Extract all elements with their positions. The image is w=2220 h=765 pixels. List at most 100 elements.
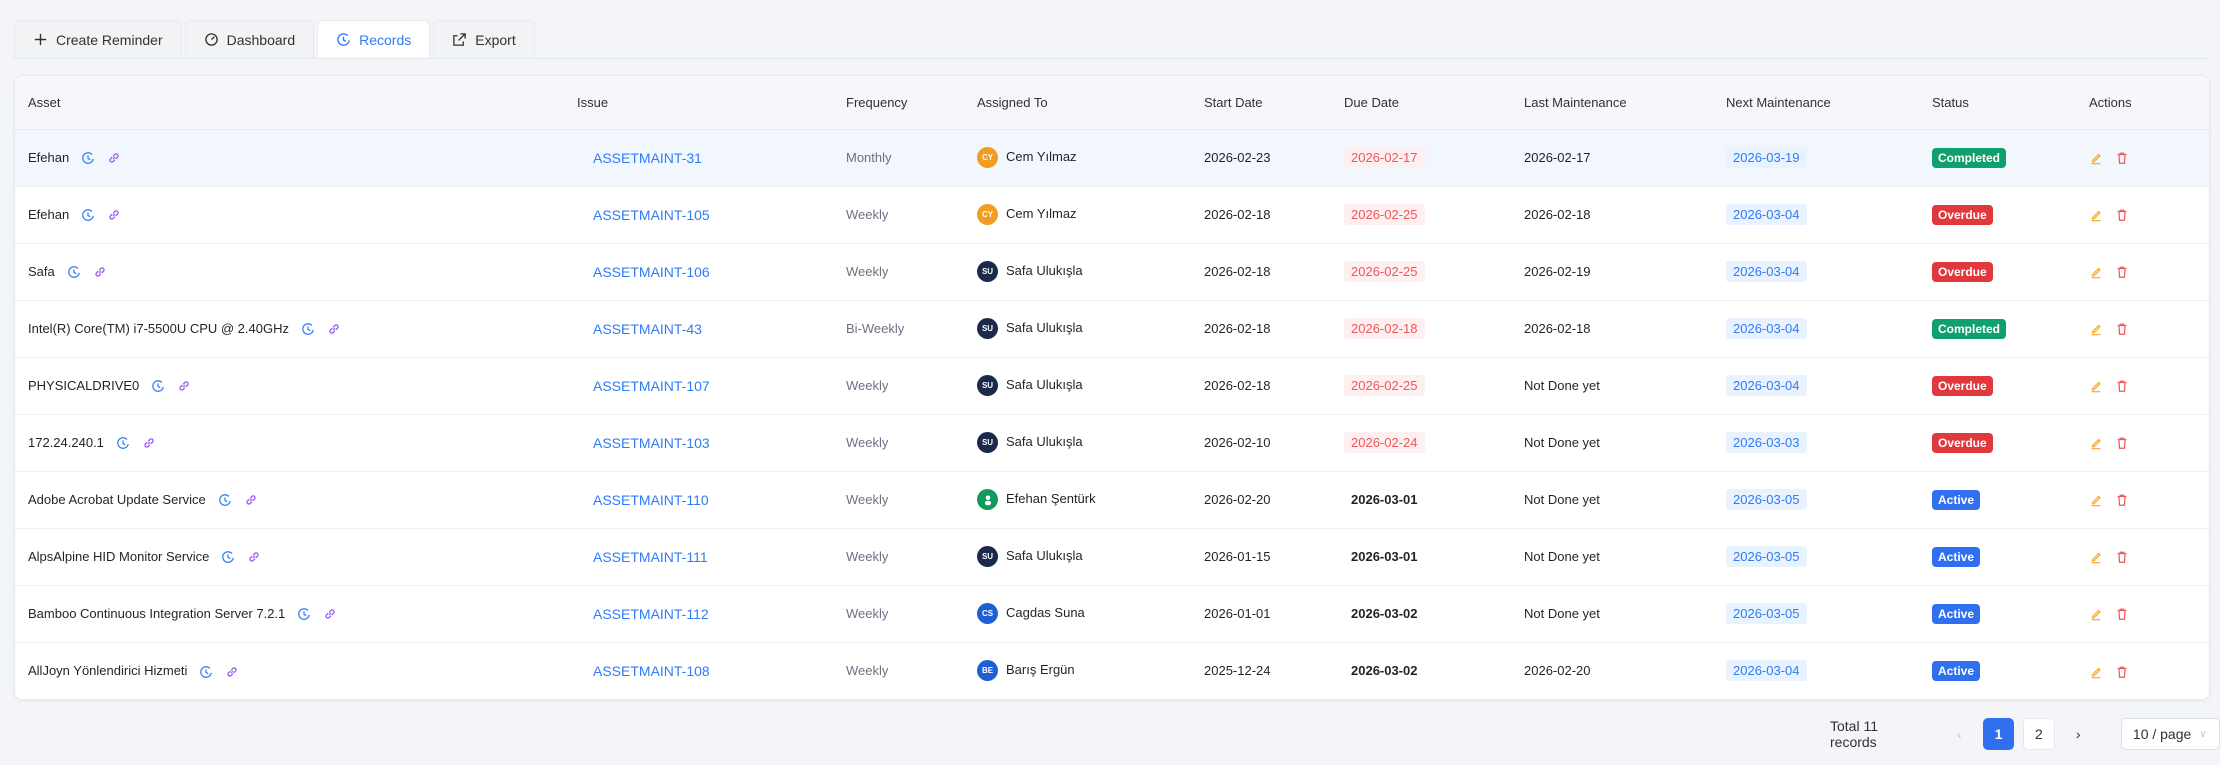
last-maintenance: 2026-02-19 — [1511, 243, 1713, 301]
delete-icon[interactable] — [2115, 492, 2141, 507]
history-icon[interactable] — [116, 436, 130, 450]
edit-icon[interactable] — [2089, 549, 2115, 564]
tab-create-reminder[interactable]: Create Reminder — [14, 20, 182, 58]
due-date: 2026-03-01 — [1351, 549, 1418, 564]
last-maintenance: Not Done yet — [1511, 357, 1713, 415]
status-badge: Active — [1932, 489, 1981, 510]
tab-records[interactable]: Records — [317, 20, 431, 58]
column-header: Issue — [564, 76, 833, 130]
export-icon — [452, 32, 467, 47]
column-header: Start Date — [1191, 76, 1331, 130]
link-icon[interactable] — [323, 607, 337, 621]
next-maintenance: 2026-03-05 — [1726, 546, 1807, 567]
history-icon[interactable] — [81, 151, 95, 165]
issue-link[interactable]: ASSETMAINT-108 — [593, 662, 710, 679]
next-maintenance: 2026-03-04 — [1726, 375, 1807, 396]
tab-label: Dashboard — [226, 31, 296, 48]
link-icon[interactable] — [177, 379, 191, 393]
delete-icon[interactable] — [2115, 321, 2141, 336]
history-icon[interactable] — [81, 208, 95, 222]
link-icon[interactable] — [142, 436, 156, 450]
edit-icon[interactable] — [2089, 207, 2115, 222]
start-date: 2025-12-24 — [1204, 663, 1271, 679]
next-maintenance: 2026-03-04 — [1726, 261, 1807, 282]
assignee-name: Safa Ulukışla — [1006, 433, 1083, 449]
history-icon[interactable] — [297, 607, 311, 621]
frequency: Weekly — [833, 186, 964, 244]
link-icon[interactable] — [225, 665, 239, 679]
edit-icon[interactable] — [2089, 435, 2115, 450]
assignee-name: Barış Ergün — [1006, 662, 1075, 678]
tab-dashboard[interactable]: Dashboard — [184, 20, 315, 58]
delete-icon[interactable] — [2115, 207, 2141, 222]
page-1-button[interactable]: 1 — [1982, 718, 2015, 750]
history-icon — [336, 32, 351, 47]
history-icon[interactable] — [67, 265, 81, 279]
status-badge: Active — [1932, 546, 1981, 567]
edit-icon[interactable] — [2089, 663, 2115, 678]
next-maintenance: 2026-03-04 — [1726, 204, 1807, 225]
edit-icon[interactable] — [2089, 264, 2115, 279]
edit-icon[interactable] — [2089, 492, 2115, 507]
table-row: PHYSICALDRIVE0 ASSETMAINT-107 Weekly SU S… — [15, 357, 2209, 415]
edit-icon[interactable] — [2089, 150, 2115, 165]
chevron-down-icon: ∨ — [2199, 728, 2207, 740]
history-icon[interactable] — [301, 322, 315, 336]
due-date: 2026-02-25 — [1344, 375, 1425, 396]
next-page-button[interactable]: › — [2075, 726, 2081, 742]
page-size-select[interactable]: 10 / page ∨ — [2120, 718, 2220, 750]
records-table-card: Asset Issue Frequency Assigned To Start Date… — [14, 75, 2210, 700]
delete-icon[interactable] — [2115, 663, 2141, 678]
column-header: Assigned To — [964, 76, 1191, 130]
history-icon[interactable] — [221, 550, 235, 564]
column-header: Actions — [2076, 76, 2209, 130]
avatar: SU — [977, 261, 998, 282]
issue-link[interactable]: ASSETMAINT-107 — [593, 377, 710, 394]
frequency: Weekly — [833, 357, 964, 415]
last-maintenance: 2026-02-18 — [1511, 300, 1713, 358]
next-maintenance: 2026-03-05 — [1726, 489, 1807, 510]
avatar-user-icon — [977, 489, 998, 510]
edit-icon[interactable] — [2089, 378, 2115, 393]
issue-link[interactable]: ASSETMAINT-31 — [593, 149, 702, 166]
delete-icon[interactable] — [2115, 264, 2141, 279]
avatar: CS — [977, 603, 998, 624]
column-header: Next Maintenance — [1713, 76, 1919, 130]
issue-link[interactable]: ASSETMAINT-106 — [593, 263, 710, 280]
table-row: Efehan ASSETMAINT-31 Monthly CY Cem Yılma… — [15, 129, 2209, 187]
start-date: 2026-01-01 — [1191, 585, 1331, 643]
column-header: Last Maintenance — [1511, 76, 1713, 130]
column-header: Frequency — [833, 76, 964, 130]
issue-link[interactable]: ASSETMAINT-43 — [593, 320, 702, 337]
issue-link[interactable]: ASSETMAINT-112 — [593, 605, 709, 622]
due-date: 2026-02-18 — [1344, 318, 1425, 339]
history-icon[interactable] — [199, 665, 213, 679]
tab-export[interactable]: Export — [433, 20, 535, 58]
link-icon[interactable] — [107, 208, 121, 222]
edit-icon[interactable] — [2089, 321, 2115, 336]
issue-link[interactable]: ASSETMAINT-105 — [593, 206, 710, 223]
due-date: 2026-02-24 — [1344, 432, 1425, 453]
page-2-button[interactable]: 2 — [2023, 718, 2055, 750]
delete-icon[interactable] — [2115, 606, 2141, 621]
edit-icon[interactable] — [2089, 606, 2115, 621]
status-badge: Overdue — [1932, 261, 1993, 282]
issue-link[interactable]: ASSETMAINT-111 — [593, 548, 708, 565]
issue-link[interactable]: ASSETMAINT-103 — [593, 434, 710, 451]
delete-icon[interactable] — [2115, 435, 2141, 450]
link-icon[interactable] — [244, 493, 258, 507]
asset-name: AlpsAlpine HID Monitor Service — [28, 548, 210, 564]
link-icon[interactable] — [247, 550, 261, 564]
delete-icon[interactable] — [2115, 549, 2141, 564]
link-icon[interactable] — [93, 265, 107, 279]
issue-link[interactable]: ASSETMAINT-110 — [593, 491, 709, 508]
link-icon[interactable] — [107, 151, 121, 165]
prev-page-button[interactable]: ‹ — [1956, 726, 1962, 742]
link-icon[interactable] — [327, 322, 341, 336]
frequency: Weekly — [846, 663, 889, 679]
history-icon[interactable] — [218, 493, 232, 507]
history-icon[interactable] — [151, 379, 165, 393]
delete-icon[interactable] — [2115, 378, 2141, 393]
records-table: Asset Issue Frequency Assigned To Start Date… — [15, 76, 2209, 699]
delete-icon[interactable] — [2115, 150, 2141, 165]
